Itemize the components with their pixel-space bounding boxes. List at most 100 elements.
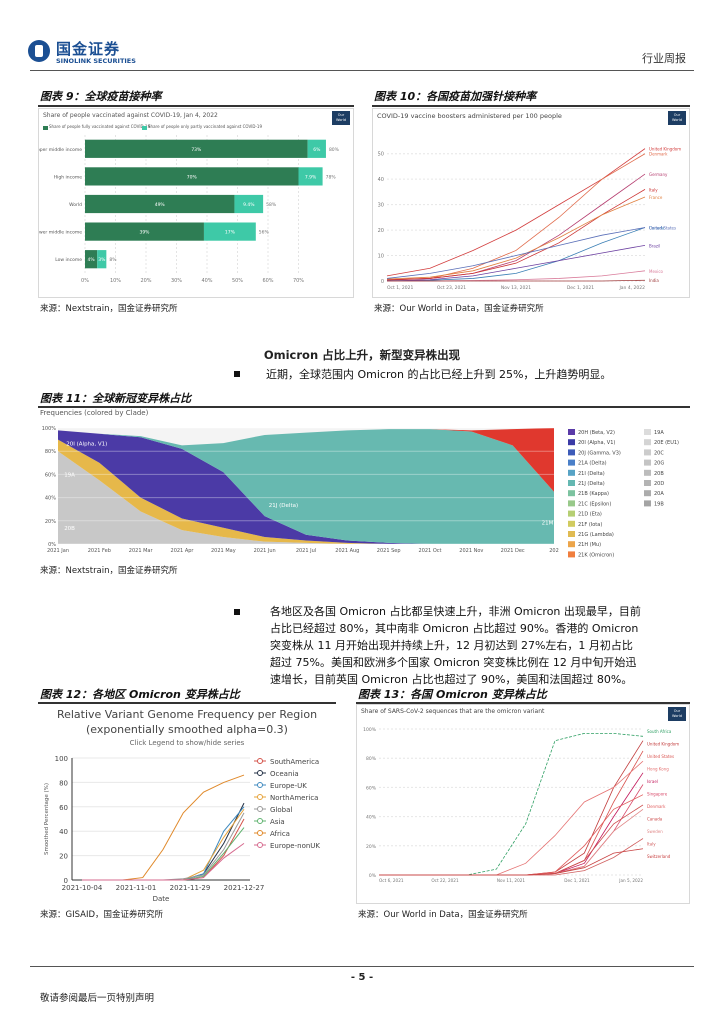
fig11-ytick: 20%	[45, 519, 56, 525]
fig13-ytick: 60%	[366, 785, 377, 791]
fig11-xtick: 2021 Mar	[129, 548, 154, 554]
fig11-xtick: 2021 Aug	[335, 548, 359, 554]
brand-name-cn: 国金证券	[56, 40, 121, 58]
fig12-legend-marker	[257, 818, 263, 824]
fig12-xtick: 2021-11-01	[116, 884, 157, 892]
fig10-series-label: Brazil	[649, 243, 660, 248]
fig9-total-label: 78%	[326, 174, 337, 180]
fig11-legend-swatch	[644, 490, 651, 497]
fig13-ytick: 20%	[366, 844, 377, 850]
fig10-ytick: 0	[381, 279, 384, 285]
fig11-chart: Frequencies (colored by Clade) 0% 20% 40% 6…	[38, 408, 690, 560]
fig10-chart-title: COVID-19 vaccine boosters administered p…	[377, 112, 562, 120]
fig9-xtick: 0%	[81, 278, 89, 284]
fig9-bar-fully	[85, 194, 235, 214]
fig9-total-label: 80%	[329, 147, 340, 153]
fig9-segment-label: 3%	[98, 257, 106, 263]
fig9-bar-fully	[85, 222, 204, 241]
fig13-source: 来源：Our World in Data，国金证券研究所	[358, 910, 528, 920]
fig12-ytick: 60	[59, 804, 68, 812]
fig13-series-label: Switzerland	[647, 854, 671, 859]
fig13-xtick: Dec 1, 2021	[564, 878, 590, 883]
fig11-legend-item: 21I (Delta)	[578, 471, 605, 477]
fig11-ytick: 40%	[45, 496, 56, 502]
fig12-xtick: 2021-12-27	[224, 884, 265, 892]
fig12-legend-marker	[257, 782, 263, 788]
fig11-area	[58, 428, 554, 492]
fig11-legend-item: 21C (Epsilon)	[578, 501, 611, 507]
bullet2-line: 超过 75%。美国和欧洲多个国家 Omicron 突变株比例在 12 月中旬开始…	[270, 656, 637, 669]
fig11-legend-item: 21K (Omicron)	[578, 552, 614, 558]
fig11-title: 图表 11：全球新冠变异株占比	[40, 392, 192, 405]
fig13-xtick: Jan 5, 2022	[618, 878, 643, 883]
fig12-ytick: 100	[55, 755, 68, 763]
fig11-inline-label: 21J (Delta)	[269, 503, 298, 509]
fig13-series-label: Denmark	[647, 804, 666, 809]
footer-disclaimer: 敬请参阅最后一页特别声明	[40, 993, 155, 1004]
bullet-marker	[234, 609, 240, 615]
fig11-legend-item: 20C	[654, 450, 664, 456]
fig10-ytick: 40	[378, 177, 384, 183]
fig12-chart-subtitle: (exponentially smoothed alpha=0.3)	[86, 723, 288, 736]
fig13-series-line	[379, 848, 644, 876]
fig9-legend-partly: Share of people only partly vaccinated a…	[148, 124, 263, 129]
fig13-series-line	[379, 808, 644, 876]
fig10-series-line	[387, 279, 646, 282]
fig9-category-label: World	[69, 202, 82, 208]
fig11-title-rule	[38, 406, 690, 408]
fig11-ytick: 0%	[48, 542, 56, 548]
fig10-xtick: Jan 4, 2022	[618, 285, 645, 291]
fig9-segment-label: 39%	[139, 230, 150, 236]
fig9-segment-label: 49%	[155, 202, 166, 208]
fig9-xtick: 20%	[140, 278, 151, 284]
fig10-title-rule	[372, 105, 690, 107]
fig9-bar-fully	[85, 250, 98, 269]
fig10-series-label: United States	[649, 226, 676, 231]
fig10-series-line	[386, 227, 646, 279]
fig9-total-label: 8%	[109, 257, 117, 263]
brand-name-en: SINOLINK SECURITIES	[56, 57, 136, 65]
fig12-legend-item: Oceania	[270, 770, 299, 778]
fig13-series-line	[379, 794, 644, 876]
fig9-xtick: 10%	[110, 278, 121, 284]
fig10-xtick: Dec 1, 2021	[567, 285, 594, 291]
fig12-series-line	[82, 808, 245, 881]
fig11-legend-item: 20I (Alpha, V1)	[578, 440, 615, 446]
bullet2-line: 占比已经超过 80%，其中南非 Omicron 占比超过 90%。香港的 Omi…	[270, 622, 639, 635]
fig13-title: 图表 13：各国 Omicron 变异株占比	[358, 688, 547, 701]
fig11-legend-item: 21A (Delta)	[578, 461, 607, 467]
section-heading: Omicron 占比上升，新型变异株出现	[263, 348, 461, 362]
bullet2-line: 速增长，目前英国 Omicron 占比也超过了 90%，美国和法国超过 80%。	[270, 673, 633, 686]
fig10-series-label: France	[649, 195, 663, 200]
fig11-legend-swatch	[568, 449, 575, 456]
fig13-ytick: 0%	[369, 873, 377, 879]
fig11-area	[58, 451, 554, 544]
fig11-legend-item: 21J (Delta)	[578, 481, 605, 487]
fig11-legend-swatch	[568, 500, 575, 507]
fig11-legend-item: 21H (Mu)	[578, 542, 601, 548]
fig10-series-line	[386, 196, 646, 280]
fig11-legend-swatch	[568, 531, 575, 537]
fig12-legend-marker	[257, 830, 263, 836]
fig10-series-label: Germany	[649, 172, 668, 177]
fig13-xtick: Nov 11, 2021	[497, 878, 525, 883]
fig12-title: 图表 12：各地区 Omicron 变异株占比	[40, 688, 240, 701]
fig9-total-label: 58%	[266, 202, 277, 208]
fig11-legend-swatch	[568, 429, 575, 435]
fig9-plot: 0% 10% 20% 30% 40% 50% 60% 70% Upper middle inco…	[39, 135, 340, 284]
fig12-legend-item: NorthAmerica	[270, 794, 318, 802]
report-type: 行业周报	[642, 52, 686, 65]
fig11-legend-swatch	[644, 459, 651, 466]
fig9-legend-swatch-partly	[142, 126, 147, 130]
bullet-marker	[234, 371, 240, 377]
fig12-hint: Click Legend to show/hide series	[129, 739, 245, 747]
fig11-legend-item: 20E (EU1)	[654, 440, 679, 446]
fig13-series-label: South Africa	[647, 729, 672, 734]
fig13-series-label: United Kingdom	[647, 742, 679, 747]
fig11-inline-label: 19A	[64, 473, 75, 479]
owid-logo-icon: Our World	[668, 707, 686, 721]
header-divider	[30, 70, 694, 71]
fig11-legend-swatch	[568, 469, 575, 476]
fig11-legend-swatch	[568, 480, 575, 486]
fig11-legend-item: 20B	[654, 471, 664, 477]
